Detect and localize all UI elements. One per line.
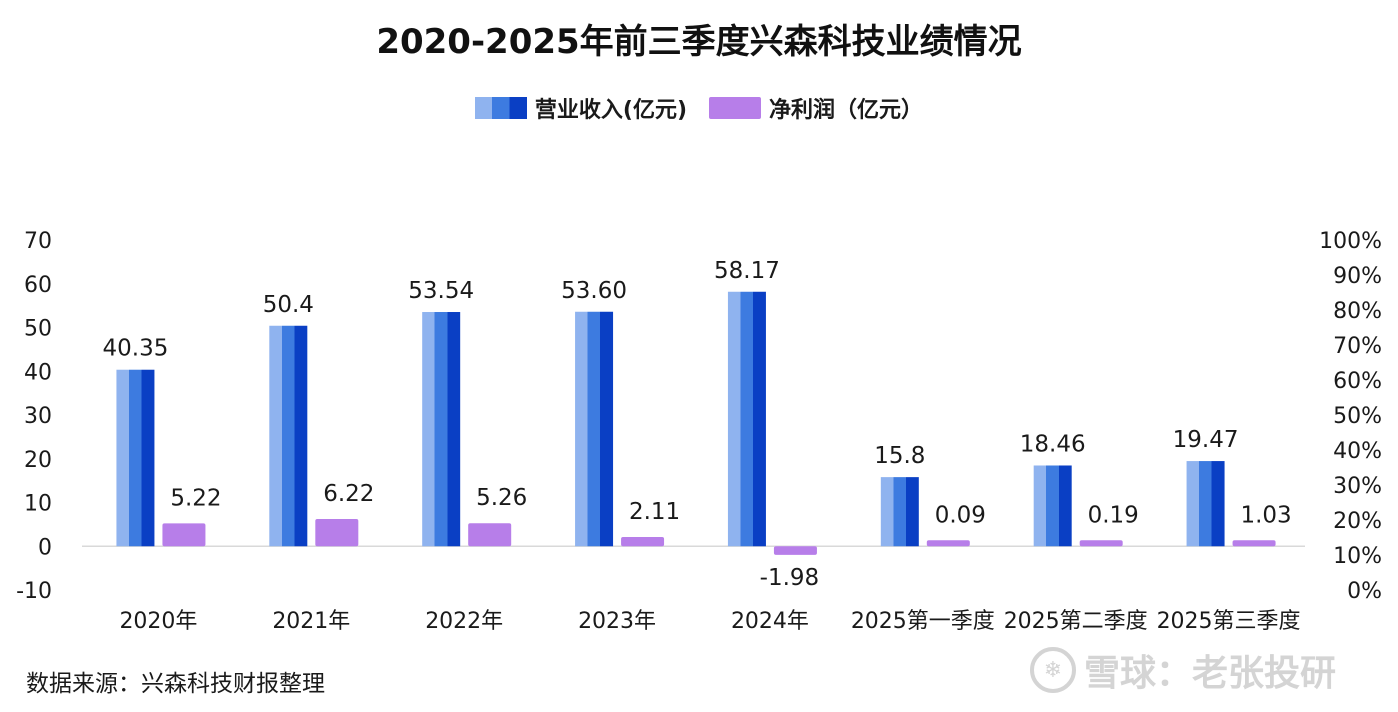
profit-data-label: -1.98 [760,565,820,591]
profit-data-label: 0.09 [935,502,986,528]
y-right-tick-label: 70% [1333,334,1382,359]
profit-bar [162,523,206,547]
x-tick-label: 2025第二季度 [1004,609,1148,634]
x-tick-label: 2024年 [731,609,809,634]
revenue-data-label: 53.54 [408,278,474,304]
chart-title: 2020-2025年前三季度兴森科技业绩情况 [376,22,1022,62]
x-tick-label: 2025第三季度 [1157,609,1301,634]
revenue-bar [1033,465,1072,547]
y-left-tick-label: 50 [24,317,52,342]
legend-item-profit: 净利润（亿元） [709,92,923,124]
revenue-data-label: 19.47 [1173,427,1239,453]
revenue-bar [575,311,614,547]
revenue-data-label: 50.4 [263,292,314,318]
revenue-data-label: 18.46 [1020,431,1086,457]
snowball-logo-icon: ❄ [1030,647,1076,693]
profit-bar [773,546,817,555]
revenue-bar [116,369,155,547]
x-tick-label: 2025第一季度 [851,609,995,634]
profit-data-label: 5.26 [476,485,527,511]
y-right-tick-label: 80% [1333,299,1382,324]
revenue-data-label: 40.35 [103,336,169,362]
y-right-tick-label: 90% [1333,264,1382,289]
revenue-data-label: 15.8 [874,443,925,469]
y-right-tick-label: 0% [1347,579,1382,604]
legend-swatch-profit [709,97,762,119]
y-right-tick-label: 50% [1333,404,1382,429]
legend: 营业收入(亿元) 净利润（亿元） [0,92,1398,124]
profit-data-label: 1.03 [1240,502,1291,528]
y-left-tick-label: -10 [16,579,52,604]
y-right-tick-label: 40% [1333,439,1382,464]
y-right-tick-label: 100% [1319,229,1382,254]
profit-bar [621,537,665,547]
profit-bar [315,519,359,547]
revenue-bar [269,325,308,547]
x-tick-label: 2022年 [425,609,503,634]
y-left-tick-label: 10 [24,492,52,517]
legend-item-revenue: 营业收入(亿元) [474,92,688,124]
y-left-tick-label: 30 [24,404,52,429]
profit-bar [1232,540,1276,547]
y-left-tick-label: 60 [24,273,52,298]
x-tick-label: 2023年 [578,609,656,634]
revenue-bar [880,477,919,547]
x-tick-label: 2020年 [119,609,197,634]
y-left-tick-label: 40 [24,360,52,385]
profit-data-label: 0.19 [1088,502,1139,528]
y-right-tick-label: 20% [1333,509,1382,534]
y-left-tick-label: 0 [38,535,52,560]
profit-data-label: 2.11 [629,499,680,525]
profit-data-label: 5.22 [170,485,221,511]
profit-bar [1079,540,1123,547]
revenue-bar [422,312,461,547]
revenue-data-label: 53.60 [561,278,627,304]
revenue-data-label: 58.17 [714,258,780,284]
x-tick-label: 2021年 [272,609,350,634]
profit-bar [926,540,970,547]
y-left-tick-label: 70 [24,229,52,254]
y-right-tick-label: 60% [1333,369,1382,394]
profit-bar [468,523,512,547]
source-note: 数据来源：兴森科技财报整理 [26,671,325,697]
y-right-tick-label: 30% [1333,474,1382,499]
legend-label-revenue: 营业收入(亿元) [534,98,688,123]
profit-data-label: 6.22 [323,481,374,507]
watermark: ❄ 雪球：老张投研 [1030,644,1336,696]
watermark-text: 雪球：老张投研 [1084,653,1337,694]
legend-label-profit: 净利润（亿元） [769,98,924,123]
y-right-tick-label: 10% [1333,544,1382,569]
y-left-tick-label: 20 [24,448,52,473]
revenue-bar [727,291,766,547]
legend-swatch-revenue [474,97,527,119]
revenue-bar [1186,461,1225,547]
